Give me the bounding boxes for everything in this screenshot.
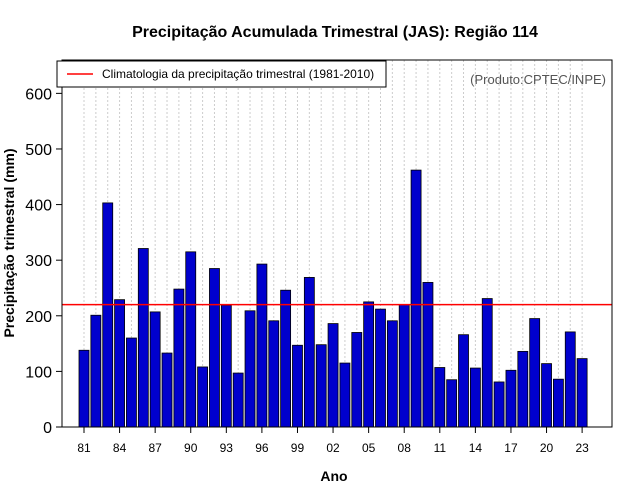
bar-2021 (553, 378, 564, 428)
x-tick-label: 99 (291, 441, 305, 455)
bar-2004 (351, 332, 363, 428)
y-tick-label: 300 (25, 253, 52, 270)
y-tick-label: 200 (25, 309, 52, 326)
y-tick-label: 400 (25, 198, 52, 215)
x-tick-label: 20 (540, 441, 554, 455)
y-tick-label: 600 (25, 86, 52, 103)
bar-1991 (197, 366, 209, 428)
x-tick-label: 23 (575, 441, 589, 455)
bar-1984 (114, 299, 125, 428)
bar-1989 (173, 288, 185, 428)
legend-label: Climatologia da precipitação trimestral … (102, 67, 374, 81)
x-tick-label: 05 (362, 441, 376, 455)
bar-2003 (339, 362, 351, 428)
bar-2011 (434, 367, 446, 428)
bar-1996 (256, 263, 268, 428)
x-tick-label: 02 (326, 441, 340, 455)
plot-frame (61, 59, 613, 428)
bar-2009 (410, 169, 422, 428)
y-axis: 0 100 200 300 400 500 600 (25, 86, 62, 437)
x-axis: 81 84 87 90 93 96 99 02 05 08 11 14 17 20 23 (77, 427, 589, 455)
bar-1994 (232, 372, 244, 428)
chart-title: Precipitação Acumulada Trimestral (JAS):… (132, 24, 538, 41)
legend: Climatologia da precipitação trimestral … (56, 60, 387, 88)
y-tick-label: 100 (25, 364, 52, 381)
x-tick-label: 81 (77, 441, 91, 455)
bar-2018 (517, 350, 529, 428)
bar-2017 (505, 369, 517, 428)
bar-2014 (469, 367, 481, 428)
bar-2008 (398, 304, 410, 428)
x-tick-label: 87 (148, 441, 162, 455)
bar-1983 (102, 202, 114, 428)
y-tick-label: 500 (25, 142, 52, 159)
bar-2012 (446, 379, 458, 428)
bar-2000 (303, 277, 315, 428)
bar-2006 (375, 308, 386, 428)
bar-1988 (161, 352, 173, 428)
bar-1986 (137, 248, 149, 428)
bar-1997 (268, 320, 280, 428)
x-tick-label: 93 (220, 441, 234, 455)
bar-1981 (78, 349, 90, 428)
bar-2019 (529, 318, 541, 428)
bar-2001 (315, 344, 327, 428)
bar-2002 (327, 323, 339, 428)
bar-1987 (149, 311, 161, 428)
x-tick-label: 96 (255, 441, 269, 455)
bar-2015 (481, 298, 493, 428)
bar-2005 (363, 301, 375, 428)
x-axis-label: Ano (320, 468, 347, 484)
x-tick-label: 14 (469, 441, 483, 455)
legend-box (56, 60, 387, 88)
bar-2020 (541, 363, 552, 428)
bar-2022 (564, 331, 576, 428)
bar-1992 (209, 268, 220, 428)
bar-2013 (458, 334, 469, 428)
bar-1999 (292, 344, 303, 428)
bar-1993 (220, 304, 232, 428)
bars-group (78, 169, 588, 428)
x-tick-label: 17 (504, 441, 518, 455)
bar-1982 (90, 314, 102, 428)
bar-2016 (493, 381, 505, 428)
y-axis-label: Precipitação trimestral (mm) (1, 148, 17, 337)
bar-2023 (576, 358, 588, 428)
bar-1990 (185, 251, 197, 428)
x-tick-label: 90 (184, 441, 198, 455)
bar-1985 (126, 337, 137, 428)
bar-2007 (386, 320, 398, 428)
bar-1995 (244, 310, 256, 428)
bar-1998 (280, 289, 292, 428)
x-tick-label: 11 (434, 441, 447, 455)
x-tick-label: 84 (113, 441, 127, 455)
y-tick-label: 0 (43, 420, 52, 437)
product-credit: (Produto:CPTEC/INPE) (470, 72, 606, 87)
x-tick-label: 08 (398, 441, 412, 455)
